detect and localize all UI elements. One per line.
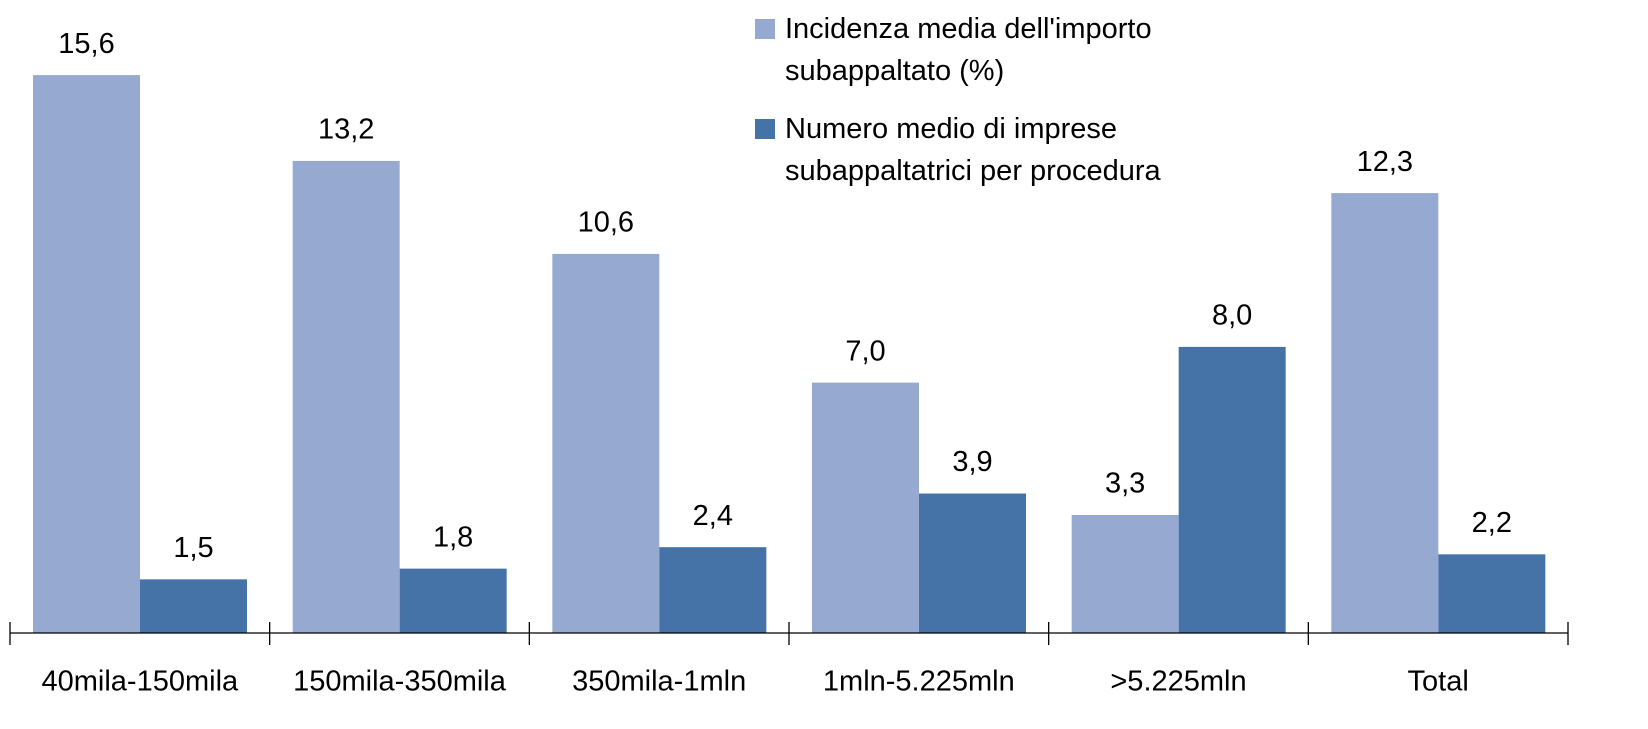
x-tick-label: 150mila-350mila — [293, 666, 507, 698]
data-label: 8,0 — [1212, 300, 1252, 332]
data-label: 12,3 — [1357, 146, 1413, 178]
legend-swatch — [755, 19, 775, 39]
x-tick-label: >5.225mln — [1110, 666, 1246, 698]
bar — [399, 568, 507, 633]
data-label: 2,4 — [693, 500, 733, 532]
legend-swatch — [755, 119, 775, 139]
data-label: 1,8 — [433, 521, 473, 553]
data-label: 7,0 — [845, 335, 885, 367]
bar — [1071, 514, 1179, 633]
x-tick-label: 40mila-150mila — [42, 666, 240, 698]
x-tick-label: 1mln-5.225mln — [823, 666, 1015, 698]
bar — [33, 75, 140, 634]
legend-label: Incidenza media dell'importo subappaltat… — [785, 13, 1152, 87]
legend-label: Numero medio di imprese subappaltatrici … — [785, 113, 1161, 187]
x-tick-label: Total — [1408, 666, 1469, 698]
data-label: 10,6 — [578, 207, 634, 239]
legend-item: Numero medio di imprese subappaltatrici … — [755, 108, 1205, 192]
bar — [552, 253, 660, 633]
data-label: 1,5 — [173, 532, 213, 564]
bar — [140, 579, 247, 633]
bar — [659, 547, 767, 633]
legend-item: Incidenza media dell'importo subappaltat… — [755, 8, 1205, 92]
bar — [812, 382, 919, 633]
data-label: 13,2 — [318, 114, 374, 146]
bar — [1178, 346, 1286, 633]
bar — [292, 160, 400, 634]
data-label: 15,6 — [58, 28, 114, 60]
x-tick-label: 350mila-1mln — [572, 666, 746, 698]
data-label: 3,9 — [952, 446, 992, 478]
bar — [1331, 193, 1439, 633]
data-label: 3,3 — [1105, 468, 1145, 500]
data-label: 2,2 — [1472, 507, 1512, 539]
legend: Incidenza media dell'importo subappaltat… — [755, 8, 1205, 208]
bar — [1438, 554, 1546, 633]
bar — [919, 493, 1026, 633]
